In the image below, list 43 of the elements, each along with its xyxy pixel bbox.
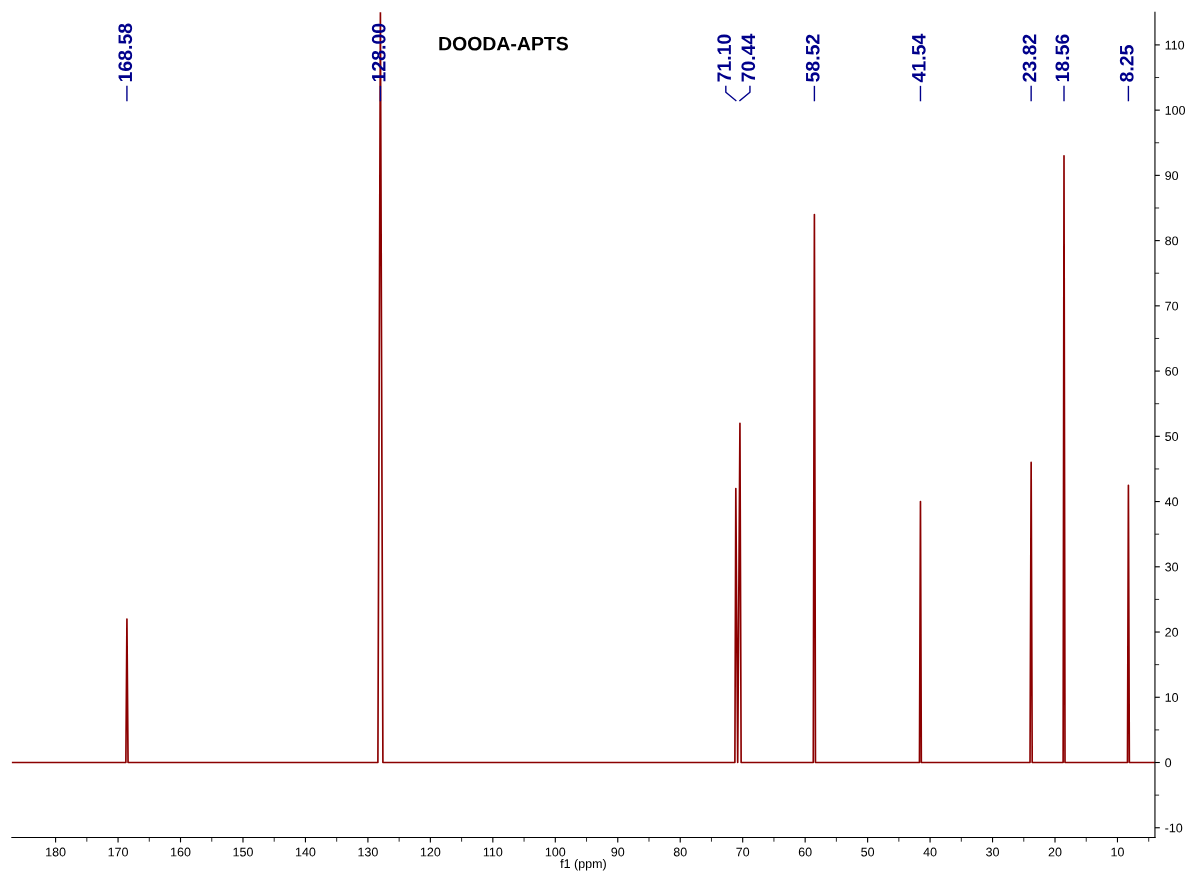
- line-series: [11, 12, 1155, 764]
- annotation: 58.52: [805, 34, 820, 82]
- y-tick-label: 90: [1165, 171, 1179, 181]
- annotation: 41.54: [912, 33, 926, 83]
- y-tick-label: 100: [1165, 105, 1186, 115]
- y-tick-label: 10: [1165, 693, 1179, 702]
- x-tick-label: 170: [108, 847, 128, 857]
- x-tick-label: 140: [295, 847, 316, 857]
- y-tick-label: 80: [1165, 236, 1179, 246]
- x-tick-label: 110: [483, 847, 503, 857]
- annotation: 70.44: [741, 33, 756, 82]
- x-tick-label: 160: [171, 847, 191, 857]
- x-tick-label: 150: [233, 847, 253, 857]
- y-tick-label: 70: [1165, 301, 1179, 311]
- x-tick-label: 20: [1048, 847, 1062, 857]
- x-tick-label: 10: [1111, 847, 1124, 857]
- x-tick-label: 120: [420, 847, 441, 857]
- annotation: 8.25: [1119, 45, 1134, 82]
- annotation: 128.00: [371, 23, 386, 82]
- x-tick-label: 100: [545, 847, 566, 857]
- x-tick-label: 90: [611, 847, 625, 857]
- x-tick-label: 40: [923, 847, 937, 857]
- text: DOODA-APTS: [439, 36, 568, 51]
- x-tick-label: 30: [986, 847, 1000, 857]
- y-tick-label: 40: [1164, 497, 1179, 507]
- x-tick-label: 60: [798, 847, 812, 857]
- y-tick-label: 50: [1165, 432, 1179, 441]
- annotation: 168.58: [118, 23, 133, 82]
- x-tick-label: 50: [861, 847, 875, 857]
- y-tick-label: 60: [1165, 366, 1179, 376]
- x-tick-label: 80: [673, 847, 687, 857]
- x-tick-label: 70: [736, 847, 750, 857]
- y-tick-label: 30: [1165, 562, 1179, 572]
- x-tick-label: 180: [46, 847, 66, 857]
- annotation: 71.10: [717, 34, 732, 82]
- x-axis-title: f1 (ppm): [560, 858, 606, 871]
- y-tick-label: 110: [1165, 40, 1185, 50]
- y-tick-label: 20: [1165, 627, 1179, 637]
- annotation: 23.82: [1022, 34, 1037, 82]
- annotation: 18.56: [1055, 34, 1070, 82]
- y-tick-label: -10: [1165, 823, 1183, 833]
- y-tick-label: 0: [1165, 758, 1172, 768]
- x-tick-label: 130: [358, 847, 378, 857]
